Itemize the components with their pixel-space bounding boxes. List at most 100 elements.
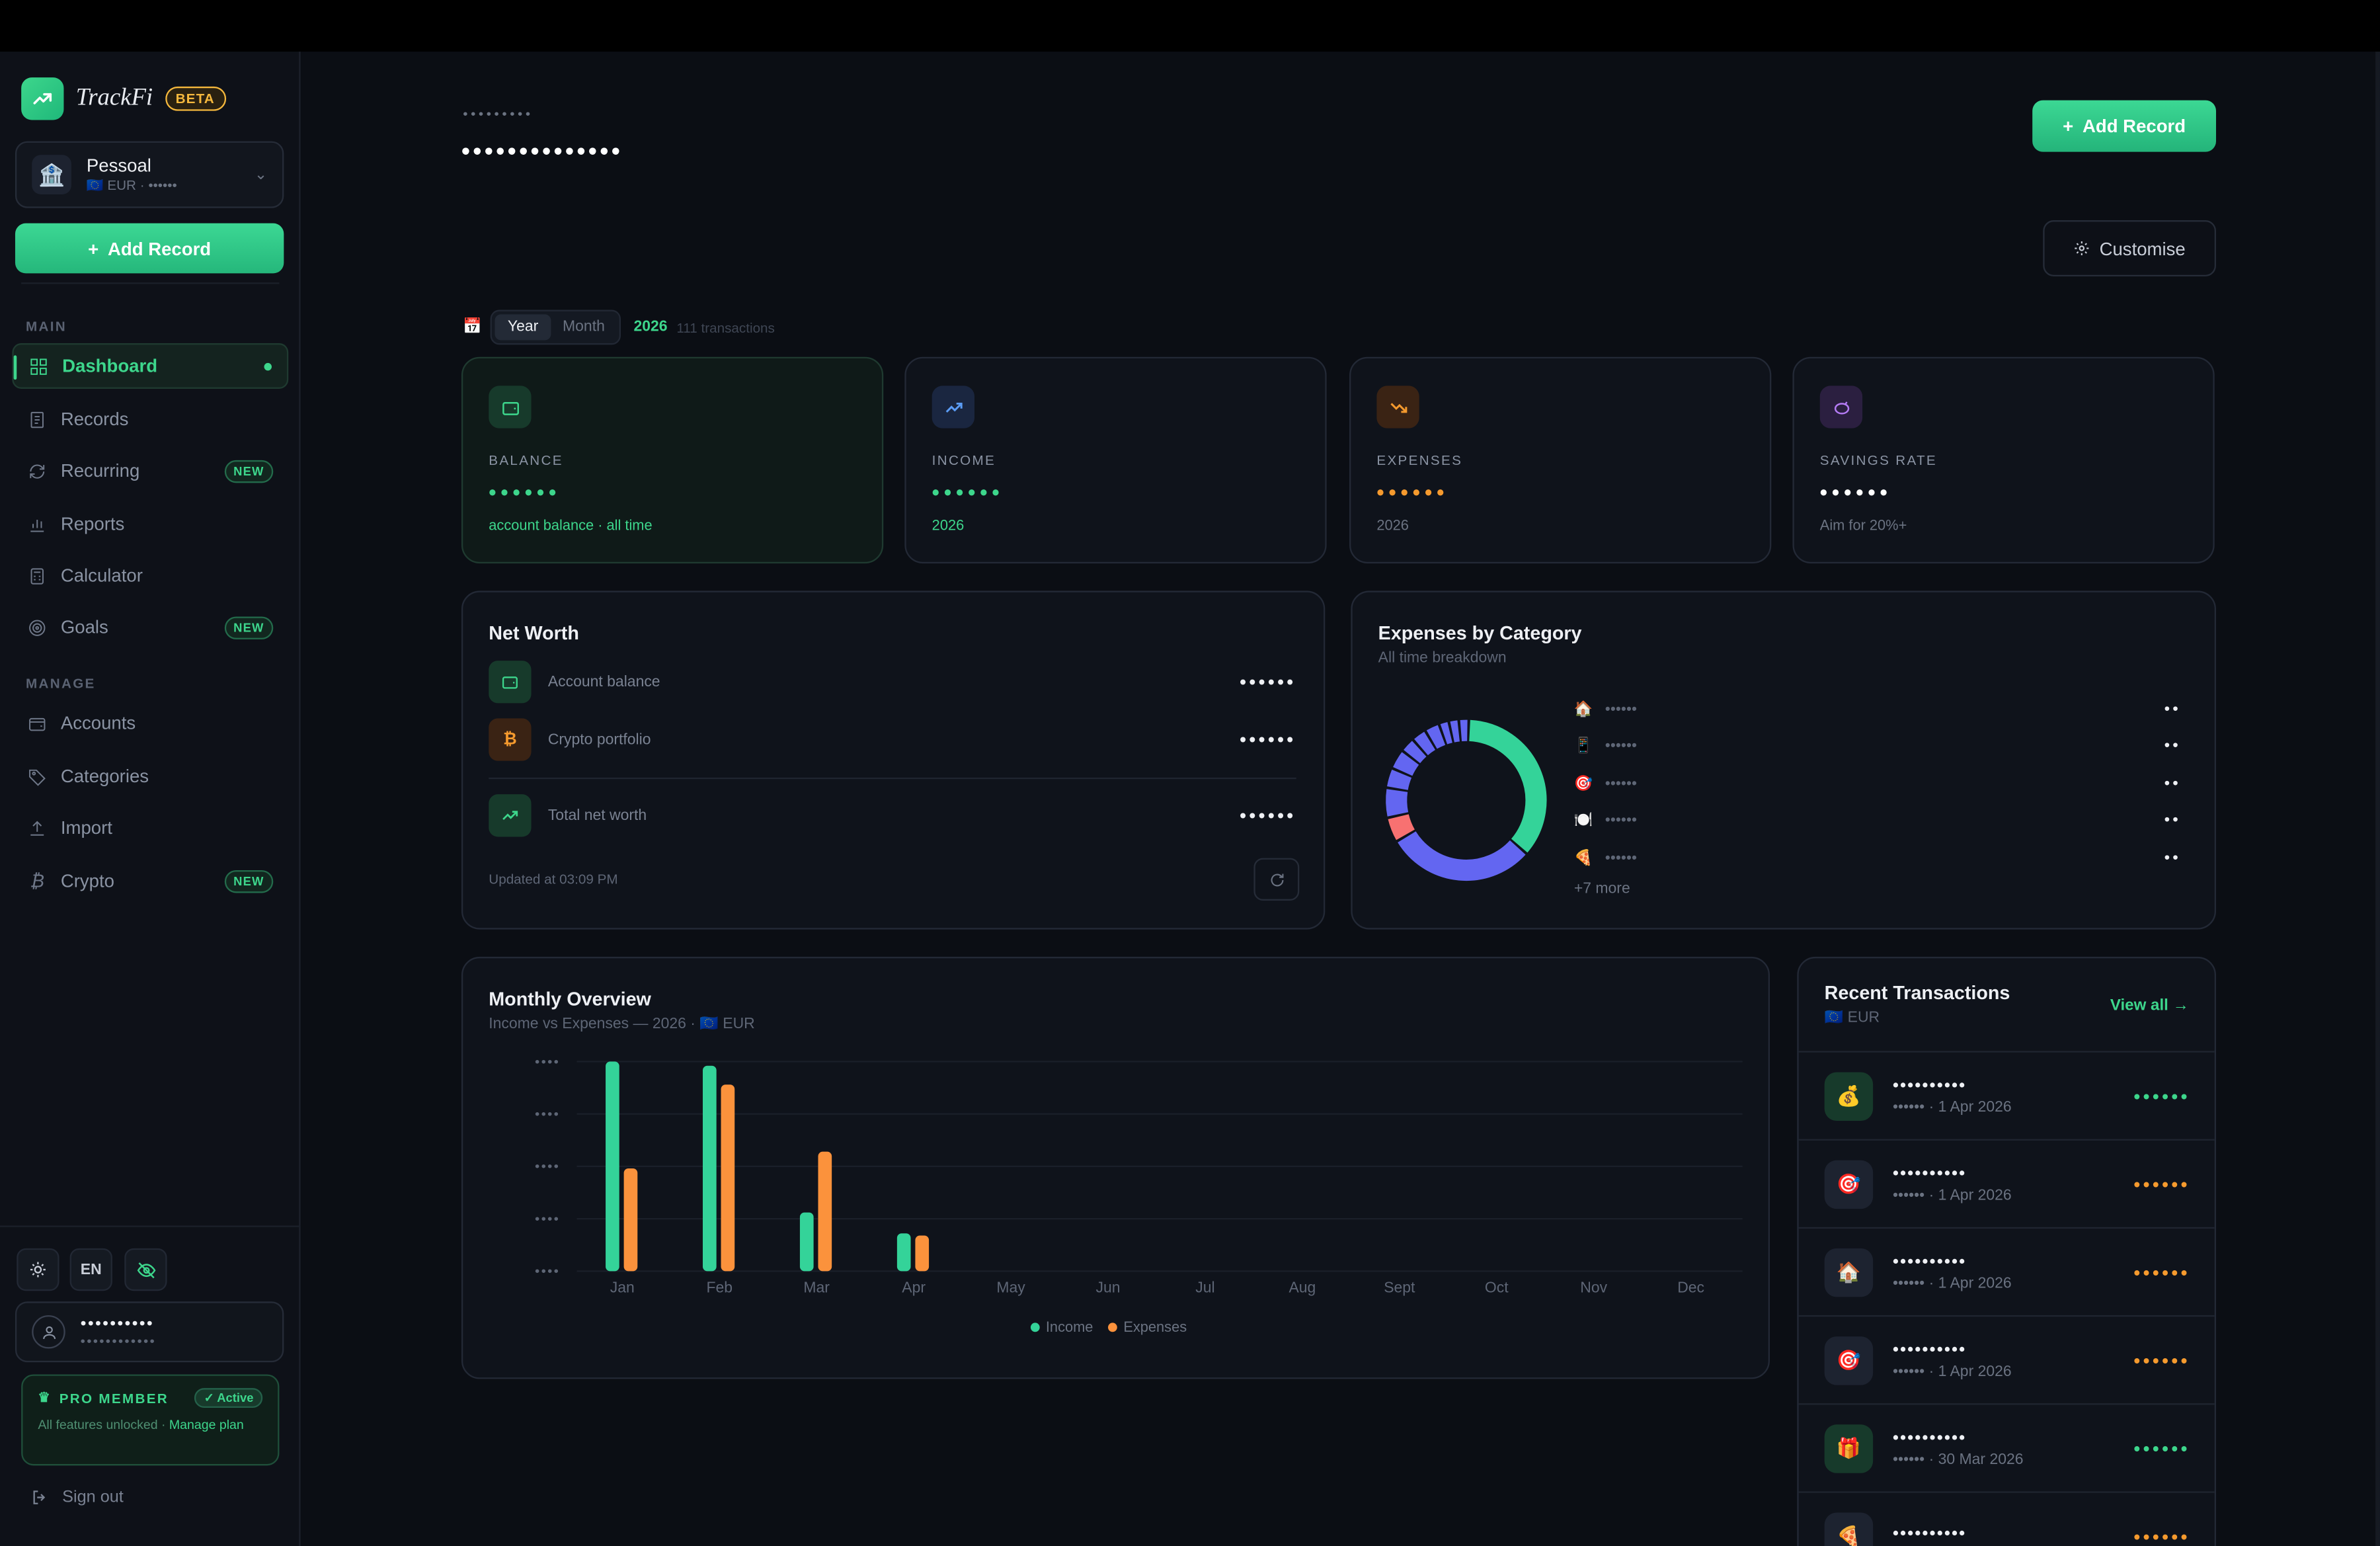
brand-logo[interactable]: TrackFi BETA (21, 77, 225, 120)
expenses-bar-apr[interactable] (915, 1235, 930, 1272)
net-worth-row: Account balance •••••• (489, 661, 1296, 704)
transaction-row[interactable]: 💰 •••••••••• •••••• · 1 Apr 2026 •••••• (1798, 1051, 2215, 1139)
crown-icon: ♛ (38, 1389, 52, 1405)
donut-slice[interactable] (1386, 789, 1409, 817)
month-tab[interactable]: Month (563, 319, 605, 336)
bar-chart-icon (30, 518, 44, 532)
currency-label: 🇪🇺 EUR (1824, 1010, 1880, 1027)
pro-description: All features unlocked · (38, 1416, 169, 1432)
sidebar-item-dashboard[interactable]: Dashboard (12, 343, 289, 389)
transaction-row[interactable]: 🎯 •••••••••• •••••• · 1 Apr 2026 •••••• (1798, 1315, 2215, 1403)
sidebar-item-records[interactable]: Records (12, 396, 288, 442)
expenses-bar-mar[interactable] (818, 1151, 832, 1272)
donut-slice[interactable] (1398, 831, 1526, 881)
trend-down-icon (1376, 386, 1419, 428)
y-tick-label: •••• (535, 1159, 560, 1174)
donut-slice[interactable] (1404, 741, 1427, 764)
year-selector[interactable]: 2026 (633, 319, 668, 336)
donut-slice[interactable] (1440, 722, 1453, 745)
donut-slice[interactable] (1414, 731, 1436, 756)
manage-plan-link[interactable]: Manage plan (169, 1416, 244, 1432)
sidebar-item-crypto[interactable]: ₿ Crypto NEW (12, 858, 288, 904)
customise-label: Customise (2099, 237, 2186, 259)
y-tick-label: •••• (535, 1054, 560, 1069)
hide-values-button[interactable] (124, 1248, 167, 1291)
divider (21, 282, 280, 284)
transaction-row[interactable]: 🎯 •••••••••• •••••• · 1 Apr 2026 •••••• (1798, 1139, 2215, 1227)
stat-label: SAVINGS RATE (1819, 452, 1937, 468)
user-profile-card[interactable]: •••••••••• •••••••••••• (15, 1301, 284, 1363)
sidebar-item-calculator[interactable]: Calculator (12, 553, 288, 598)
x-tick-label: Oct (1485, 1278, 1509, 1295)
category-row[interactable]: 🍽️ •••••• •• (1574, 807, 2181, 834)
refresh-button[interactable] (1253, 858, 1300, 901)
eye-off-icon (136, 1261, 155, 1278)
language-button[interactable]: EN (69, 1248, 112, 1291)
year-tab[interactable]: Year (495, 314, 551, 341)
transaction-amount: •••••• (2133, 1261, 2190, 1283)
section-label-main: MAIN (26, 319, 67, 335)
x-tick-label: Aug (1289, 1278, 1316, 1295)
transaction-date: •••••• · 1 Apr 2026 (1892, 1186, 2012, 1204)
new-badge: NEW (224, 869, 274, 893)
transaction-name: •••••••••• (1892, 1076, 1967, 1094)
category-row[interactable]: 🍕 •••••• •• (1574, 844, 2181, 872)
target-icon (29, 619, 46, 635)
donut-slice[interactable] (1387, 769, 1412, 791)
monthly-overview-card: Monthly Overview Income vs Expenses — 20… (461, 956, 1770, 1379)
transaction-row[interactable]: 🎁 •••••••••• •••••• · 30 Mar 2026 •••••• (1798, 1403, 2215, 1491)
category-row[interactable]: 🎯 •••••• •• (1574, 770, 2181, 797)
bank-icon: 🏦 (32, 155, 71, 194)
pro-title: PRO MEMBER (59, 1390, 169, 1406)
add-record-button[interactable]: + Add Record (2032, 100, 2217, 152)
view-all-link[interactable]: View all → (2110, 997, 2189, 1015)
sidebar-item-label: Dashboard (62, 355, 158, 377)
sidebar-item-goals[interactable]: Goals NEW (12, 604, 288, 650)
income-card: INCOME •••••• 2026 (904, 356, 1327, 564)
income-bar-jan[interactable] (606, 1061, 619, 1272)
sidebar-item-accounts[interactable]: Accounts (12, 700, 288, 746)
customise-button[interactable]: Customise (2043, 220, 2217, 276)
new-badge: NEW (224, 616, 274, 639)
more-categories-link[interactable]: +7 more (1573, 881, 1630, 898)
donut-slice[interactable] (1388, 813, 1415, 840)
savings-rate-card: SAVINGS RATE •••••• Aim for 20%+ (1792, 356, 2215, 564)
sidebar-item-import[interactable]: Import (12, 805, 288, 850)
sidebar-item-reports[interactable]: Reports (12, 501, 288, 547)
category-row[interactable]: 📱 •••••• •• (1574, 732, 2181, 759)
category-name: •••••• (1605, 737, 1638, 754)
donut-slice[interactable] (1426, 725, 1446, 749)
y-tick-label: •••• (535, 1264, 560, 1279)
receipt-icon (30, 411, 44, 428)
sidebar-item-recurring[interactable]: Recurring NEW (12, 448, 288, 494)
window-top-bar (0, 0, 2380, 52)
sidebar-add-record-button[interactable]: + Add Record (15, 223, 284, 274)
workspace-switcher[interactable]: 🏦 Pessoal 🇪🇺 EUR · •••••• ⌄ (15, 141, 284, 208)
sidebar-item-categories[interactable]: Categories (12, 753, 288, 799)
refresh-icon (1270, 873, 1283, 886)
category-row[interactable]: 🏠 •••••• •• (1574, 696, 2181, 723)
x-tick-label: Dec (1677, 1278, 1704, 1295)
expenses-bar-feb[interactable] (721, 1084, 735, 1272)
donut-slice[interactable] (1393, 752, 1419, 776)
period-toggle: Year Month (491, 309, 622, 345)
transaction-amount: •••••• (2133, 1437, 2190, 1459)
section-label-manage: MANAGE (26, 676, 96, 691)
sign-out-button[interactable]: Sign out (30, 1488, 124, 1506)
income-bar-mar[interactable] (799, 1212, 814, 1272)
theme-toggle-button[interactable] (17, 1248, 60, 1291)
transaction-icon: 🍕 (1824, 1512, 1874, 1546)
expenses-bar-jan[interactable] (623, 1168, 638, 1272)
transaction-row[interactable]: 🍕 •••••••••• •••••• (1798, 1491, 2215, 1546)
expenses-card: EXPENSES •••••• 2026 (1349, 356, 1772, 564)
donut-slice[interactable] (1468, 719, 1547, 853)
row-value: •••••• (1240, 805, 1296, 827)
stat-sub: 2026 (1376, 518, 1409, 535)
stat-value: •••••• (932, 479, 1004, 505)
income-bar-feb[interactable] (703, 1065, 717, 1272)
x-tick-label: Jun (1096, 1278, 1121, 1295)
transaction-row[interactable]: 🏠 •••••••••• •••••• · 1 Apr 2026 •••••• (1798, 1227, 2215, 1315)
scrollbar[interactable] (2375, 52, 2380, 1546)
income-bar-apr[interactable] (896, 1233, 911, 1272)
category-name: •••••• (1605, 775, 1638, 792)
